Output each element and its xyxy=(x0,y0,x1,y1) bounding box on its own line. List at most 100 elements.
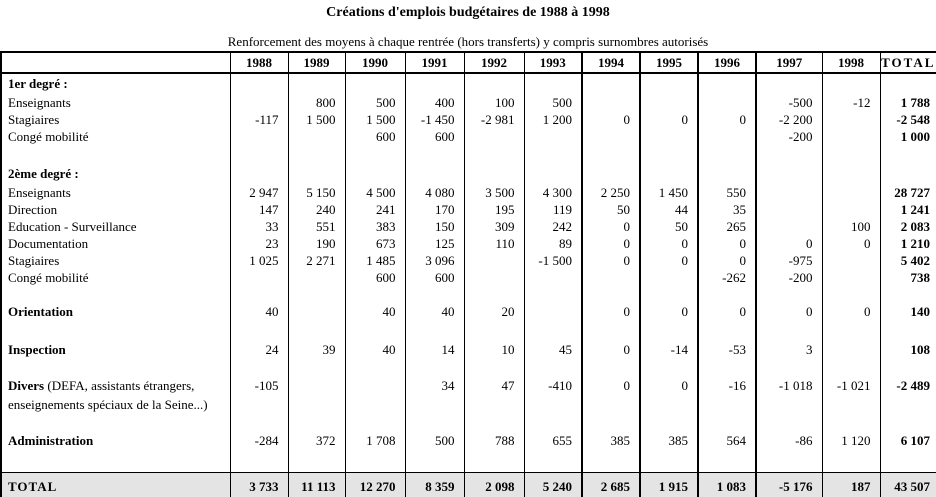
table-row-blank-sm xyxy=(1,286,936,300)
table-cell: 1 708 xyxy=(344,428,405,453)
row-label: Enseignants xyxy=(8,94,71,110)
table-cell xyxy=(639,73,698,94)
table-cell: 45 xyxy=(523,338,582,362)
table-cell: 190 xyxy=(287,235,345,252)
row-label xyxy=(1,453,230,473)
table-cell: 600 xyxy=(344,269,405,286)
table-cell xyxy=(404,395,464,414)
row-label: Enseignants xyxy=(8,184,71,200)
table-cell: 44 xyxy=(639,201,698,218)
row-label xyxy=(1,414,230,428)
table-cell xyxy=(697,128,756,145)
table-cell: 0 xyxy=(581,111,640,128)
table-cell xyxy=(821,73,880,94)
table-cell xyxy=(821,128,880,145)
table-cell: 20 xyxy=(463,300,524,324)
table-row-blank-sm xyxy=(1,362,936,376)
table-cell xyxy=(287,73,345,94)
table-cell: -12 xyxy=(821,94,880,111)
table-cell: -1 021 xyxy=(821,376,880,395)
table-cell: 242 xyxy=(523,218,582,235)
row-label: Stagiaires xyxy=(8,252,60,268)
column-header-1995: 1995 xyxy=(639,52,698,74)
table-cell xyxy=(404,414,464,428)
table-cell: 43 507 xyxy=(879,472,936,497)
table-cell: 500 xyxy=(344,94,405,111)
table-cell: 23 xyxy=(229,235,288,252)
table-cell xyxy=(404,164,464,184)
table-cell xyxy=(639,269,698,286)
table-cell: 0 xyxy=(581,235,640,252)
row-label xyxy=(1,145,230,164)
table-cell: 1 200 xyxy=(523,111,582,128)
table-cell: 0 xyxy=(697,235,756,252)
table-cell: 600 xyxy=(344,128,405,145)
table-cell xyxy=(229,324,288,338)
table-cell: 35 xyxy=(697,201,756,218)
table-cell: 110 xyxy=(463,235,524,252)
table-cell: 0 xyxy=(639,252,698,269)
table-row-2-me-degr: 2ème degré : xyxy=(1,164,936,184)
table-cell xyxy=(463,128,524,145)
table-cell xyxy=(755,453,822,473)
table-cell xyxy=(581,362,640,376)
row-label: enseignements spéciaux de la Seine...) xyxy=(8,396,208,412)
table-cell xyxy=(755,164,822,184)
table-cell xyxy=(879,73,936,94)
table-cell: -2 489 xyxy=(879,376,936,395)
table-cell xyxy=(879,395,936,414)
table-cell: 100 xyxy=(463,94,524,111)
table-cell: -5 176 xyxy=(755,472,822,497)
table-cell: 50 xyxy=(639,218,698,235)
table-cell xyxy=(879,286,936,300)
table-cell xyxy=(463,453,524,473)
table-cell xyxy=(697,362,756,376)
table-cell xyxy=(821,362,880,376)
table-cell: 0 xyxy=(639,300,698,324)
table-cell: 1 120 xyxy=(821,428,880,453)
table-cell xyxy=(581,164,640,184)
row-label: TOTAL xyxy=(1,472,230,497)
column-header-total: TOTAL xyxy=(879,52,936,74)
table-cell xyxy=(821,164,880,184)
table-cell xyxy=(639,128,698,145)
table-cell: 147 xyxy=(229,201,288,218)
table-row-blank xyxy=(1,145,936,164)
table-cell: 28 727 xyxy=(879,184,936,201)
table-cell: 5 150 xyxy=(287,184,345,201)
table-cell xyxy=(821,184,880,201)
table-cell xyxy=(697,414,756,428)
table-cell: 600 xyxy=(404,128,464,145)
table-cell xyxy=(404,286,464,300)
table-cell: 1 000 xyxy=(879,128,936,145)
table-cell: 385 xyxy=(639,428,698,453)
table-cell: 0 xyxy=(581,252,640,269)
table-row-divers: Divers (DEFA, assistants étrangers, -105 3… xyxy=(1,376,936,395)
table-cell xyxy=(581,395,640,414)
table-cell xyxy=(344,376,405,395)
row-label xyxy=(1,324,230,338)
table-cell xyxy=(229,269,288,286)
table-cell: 1 915 xyxy=(639,472,698,497)
table-cell: -200 xyxy=(755,269,822,286)
table-cell xyxy=(287,145,345,164)
table-row-enseignements-sp-ciaux-de-la-seine: enseignements spéciaux de la Seine...) xyxy=(1,395,936,414)
table-cell: 240 xyxy=(287,201,345,218)
table-cell: 12 270 xyxy=(344,472,405,497)
table-row-1er-degr: 1er degré : xyxy=(1,73,936,94)
table-cell xyxy=(879,164,936,184)
table-row-total: TOTAL 3 733 11 113 12 270 8 359 2 098 5 240 2 6… xyxy=(1,472,936,497)
table-row-education-surveillance: Education - Surveillance 33 551 383 150 309 24… xyxy=(1,218,936,235)
table-cell: 39 xyxy=(287,338,345,362)
table-cell: 1 083 xyxy=(697,472,756,497)
table-cell xyxy=(287,395,345,414)
table-cell: 0 xyxy=(755,300,822,324)
table-cell xyxy=(229,73,288,94)
table-cell xyxy=(287,269,345,286)
table-cell xyxy=(639,164,698,184)
table-cell: 1 485 xyxy=(344,252,405,269)
table-cell xyxy=(879,362,936,376)
table-cell xyxy=(821,252,880,269)
table-cell: -200 xyxy=(755,128,822,145)
table-cell xyxy=(697,94,756,111)
